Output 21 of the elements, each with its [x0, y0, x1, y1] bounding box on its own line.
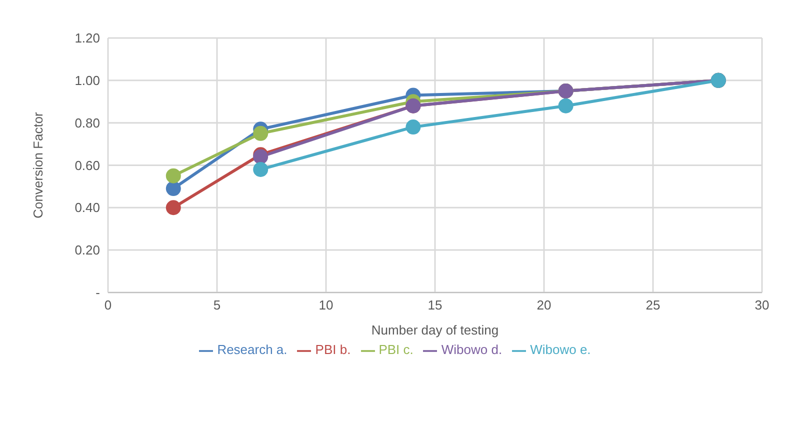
y-axis-title: Conversion Factor	[30, 111, 46, 218]
x-axis-title: Number day of testing	[371, 322, 499, 338]
legend-label: Wibowo e.	[530, 342, 591, 358]
x-tick-label: 5	[213, 298, 221, 313]
legend-label: Research a.	[217, 342, 288, 358]
y-tick-label: 0.60	[74, 158, 100, 173]
y-tick-label: -	[96, 285, 100, 300]
x-tick-label: 0	[104, 298, 112, 313]
x-tick-label: 25	[646, 298, 660, 313]
y-tick-label: 0.40	[74, 200, 100, 216]
y-tick-label: 0.80	[74, 115, 100, 130]
y-tick-label: 0.20	[74, 242, 100, 258]
legend-label: PBI b.	[315, 342, 351, 358]
x-tick-label: 15	[428, 298, 442, 313]
x-tick-label: 30	[754, 298, 770, 313]
y-tick-label: 1.20	[74, 30, 100, 46]
legend-label: Wibowo d.	[441, 342, 502, 358]
x-tick-label: 10	[318, 298, 334, 313]
x-tick-label: 20	[536, 298, 552, 313]
legend-label: PBI c.	[378, 342, 414, 358]
y-tick-label: 1.00	[74, 73, 100, 88]
